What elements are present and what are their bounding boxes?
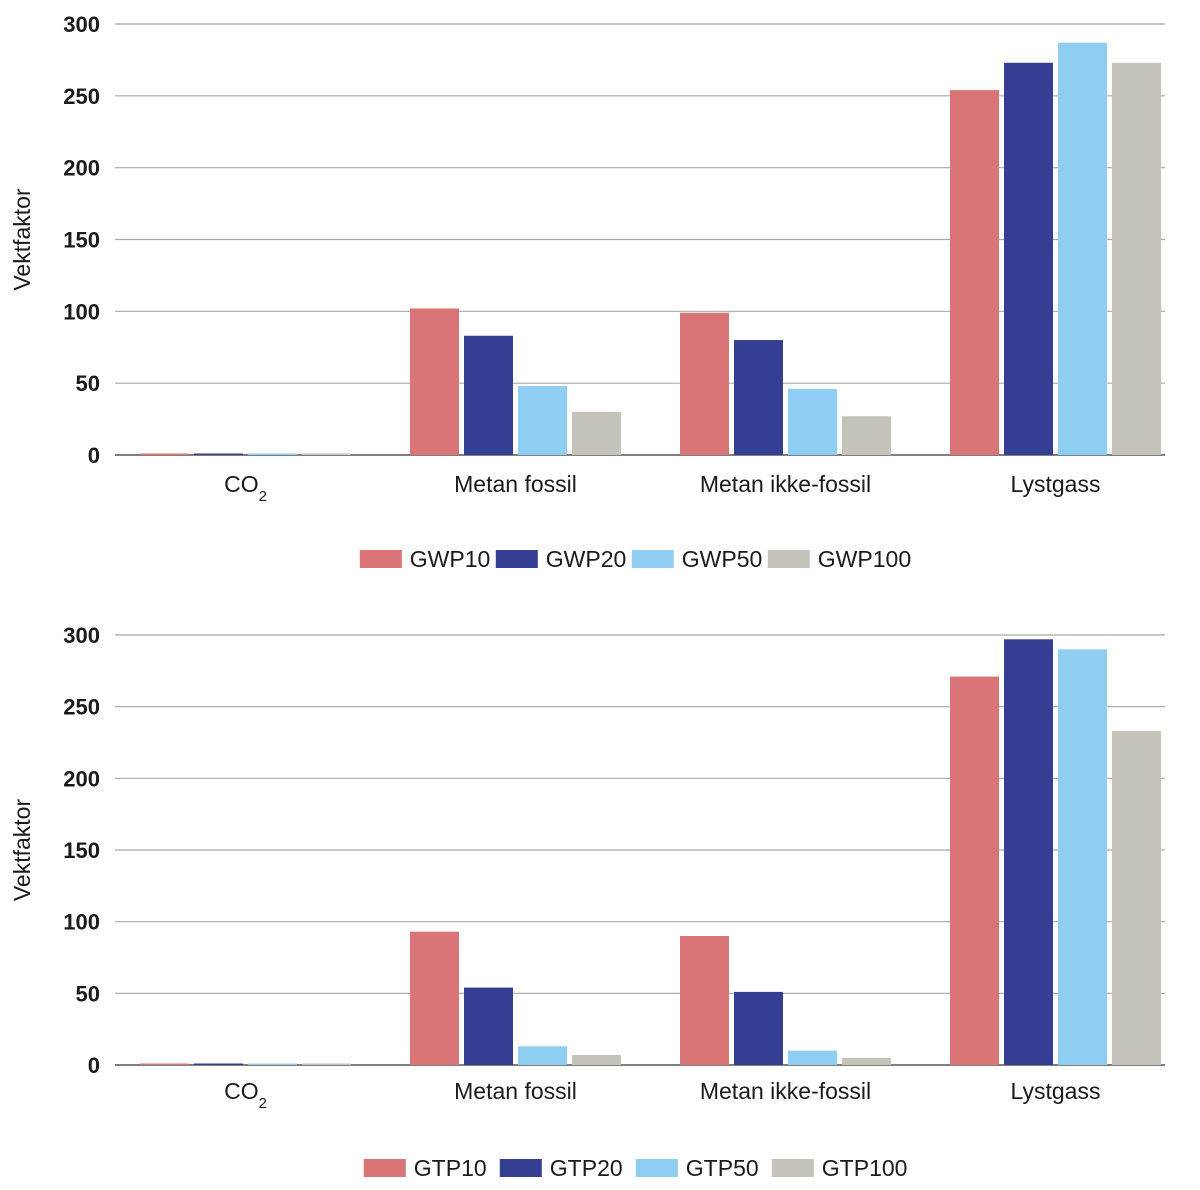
gtp-bar-gtp20-1 xyxy=(464,987,513,1065)
gwp-bar-gwp100-0 xyxy=(302,453,351,455)
gwp-legend-label-gwp50: GWP50 xyxy=(682,546,763,572)
gtp-bar-gtp20-2 xyxy=(734,991,783,1065)
gtp-bar-gtp50-3 xyxy=(1058,649,1107,1065)
gtp-category-label: Lystgass xyxy=(1011,1078,1101,1104)
gwp-legend-swatch-gwp100 xyxy=(767,550,810,568)
gtp-bar-gtp10-0 xyxy=(140,1063,189,1065)
gtp-ytick-label: 100 xyxy=(63,910,100,935)
gwp-bar-gwp20-2 xyxy=(734,340,783,455)
gwp-bar-gwp100-2 xyxy=(842,416,891,455)
gtp-bar-gtp20-3 xyxy=(1004,639,1053,1065)
gwp-legend-label-gwp100: GWP100 xyxy=(818,546,911,572)
gtp-chart: 0 50 100 150 200 250 300 Vektfaktor CO2 Metan fos… xyxy=(0,595,1200,1190)
gwp-legend-swatch-gwp10 xyxy=(359,550,402,568)
gtp-bar-gtp50-0 xyxy=(248,1063,297,1065)
gtp-legend-swatch-gtp100 xyxy=(771,1159,814,1177)
gwp-bar-gwp20-1 xyxy=(464,335,513,455)
gtp-category-label: CO2 xyxy=(224,1078,267,1112)
gtp-bar-gtp10-2 xyxy=(680,936,729,1065)
gwp-bar-gwp10-1 xyxy=(410,308,459,455)
gtp-ytick-label: 50 xyxy=(76,981,100,1006)
gwp-legend: GWP10 GWP20 GWP50 GWP100 xyxy=(359,546,911,572)
gtp-bar-gtp50-2 xyxy=(788,1050,837,1065)
gtp-ytick-label: 200 xyxy=(63,766,100,791)
gtp-y-axis-label: Vektfaktor xyxy=(9,799,35,902)
gwp-chart-svg: 0 50 100 150 200 250 300 Vektfaktor CO2 Metan fos… xyxy=(9,12,1165,572)
gwp-bar-gwp10-2 xyxy=(680,312,729,455)
gtp-category-label: Metan ikke-fossil xyxy=(700,1078,871,1104)
gwp-bar-gwp10-3 xyxy=(950,90,999,455)
gwp-ytick-label: 100 xyxy=(63,299,100,324)
gwp-ytick-label: 250 xyxy=(63,84,100,109)
gwp-legend-swatch-gwp50 xyxy=(631,550,674,568)
gtp-bar-gtp10-3 xyxy=(950,676,999,1065)
gtp-legend-swatch-gtp50 xyxy=(635,1159,678,1177)
gtp-legend: GTP10 GTP20 GTP50 GTP100 xyxy=(363,1155,908,1181)
gwp-bar-gwp20-0 xyxy=(194,453,243,455)
gwp-legend-label-gwp10: GWP10 xyxy=(410,546,491,572)
gwp-ytick-label: 0 xyxy=(88,443,100,468)
gwp-bar-gwp50-1 xyxy=(518,386,567,455)
gwp-category-label: Lystgass xyxy=(1011,471,1101,497)
gwp-category-label: CO2 xyxy=(224,471,267,505)
gtp-category-label: Metan fossil xyxy=(454,1078,577,1104)
gtp-chart-svg: 0 50 100 150 200 250 300 Vektfaktor CO2 Metan fos… xyxy=(9,623,1165,1181)
gtp-bar-gtp100-2 xyxy=(842,1057,891,1065)
gwp-category-label: Metan fossil xyxy=(454,471,577,497)
gwp-ytick-label: 200 xyxy=(63,156,100,181)
gtp-legend-swatch-gtp20 xyxy=(499,1159,542,1177)
gtp-legend-label-gtp20: GTP20 xyxy=(550,1155,623,1181)
gwp-legend-label-gwp20: GWP20 xyxy=(546,546,627,572)
gtp-bar-gtp100-1 xyxy=(572,1054,621,1065)
gwp-bar-gwp10-0 xyxy=(140,453,189,455)
gtp-bar-gtp100-3 xyxy=(1112,731,1161,1065)
gwp-ytick-label: 50 xyxy=(76,371,100,396)
gwp-ytick-label: 300 xyxy=(63,12,100,37)
gtp-legend-label-gtp100: GTP100 xyxy=(822,1155,908,1181)
gwp-bar-gwp50-2 xyxy=(788,388,837,455)
gtp-bar-gtp20-0 xyxy=(194,1063,243,1065)
gwp-legend-swatch-gwp20 xyxy=(495,550,538,568)
gwp-chart: 0 50 100 150 200 250 300 Vektfaktor CO2 Metan fos… xyxy=(0,0,1200,590)
gwp-bar-gwp100-1 xyxy=(572,411,621,455)
gtp-ytick-label: 250 xyxy=(63,695,100,720)
gtp-legend-swatch-gtp10 xyxy=(363,1159,406,1177)
gwp-bar-gwp50-0 xyxy=(248,453,297,455)
gtp-bar-gtp10-1 xyxy=(410,931,459,1065)
gwp-bar-gwp50-3 xyxy=(1058,42,1107,455)
gwp-bar-gwp100-3 xyxy=(1112,62,1161,455)
gtp-legend-label-gtp10: GTP10 xyxy=(414,1155,487,1181)
gwp-bar-gwp20-3 xyxy=(1004,62,1053,455)
gtp-bar-gtp50-1 xyxy=(518,1046,567,1065)
gtp-bar-gtp100-0 xyxy=(302,1063,351,1065)
gwp-ytick-label: 150 xyxy=(63,228,100,253)
gwp-category-label: Metan ikke-fossil xyxy=(700,471,871,497)
gtp-ytick-label: 0 xyxy=(88,1053,100,1078)
gtp-ytick-label: 300 xyxy=(63,623,100,648)
gtp-legend-label-gtp50: GTP50 xyxy=(686,1155,759,1181)
gtp-ytick-label: 150 xyxy=(63,838,100,863)
gwp-y-axis-label: Vektfaktor xyxy=(9,188,35,291)
